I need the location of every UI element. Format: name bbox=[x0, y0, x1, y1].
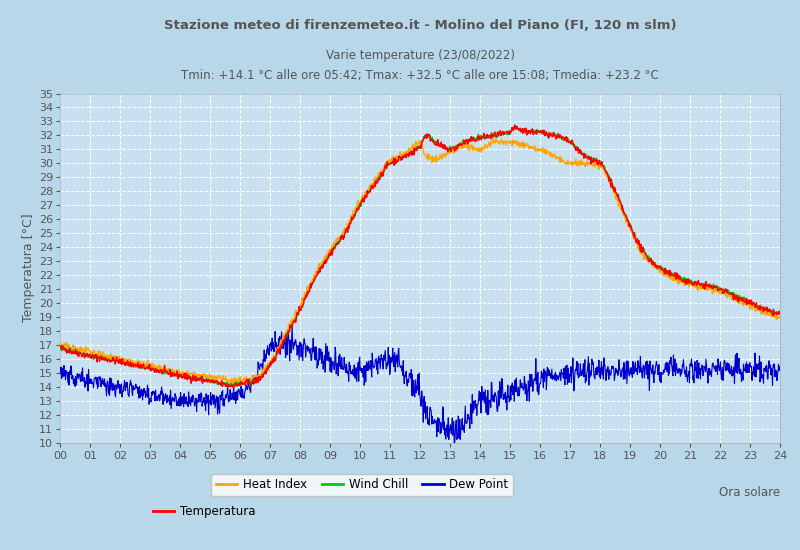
Text: Stazione meteo di firenzemeteo.it - Molino del Piano (FI, 120 m slm): Stazione meteo di firenzemeteo.it - Moli… bbox=[164, 19, 676, 32]
Text: Tmin: +14.1 °C alle ore 05:42; Tmax: +32.5 °C alle ore 15:08; Tmedia: +23.2 °C: Tmin: +14.1 °C alle ore 05:42; Tmax: +32… bbox=[181, 69, 659, 82]
Text: Ora solare: Ora solare bbox=[719, 486, 780, 499]
Y-axis label: Temperatura [°C]: Temperatura [°C] bbox=[22, 214, 34, 322]
Text: Varie temperature (23/08/2022): Varie temperature (23/08/2022) bbox=[326, 50, 514, 63]
Legend: Temperatura: Temperatura bbox=[148, 500, 260, 522]
